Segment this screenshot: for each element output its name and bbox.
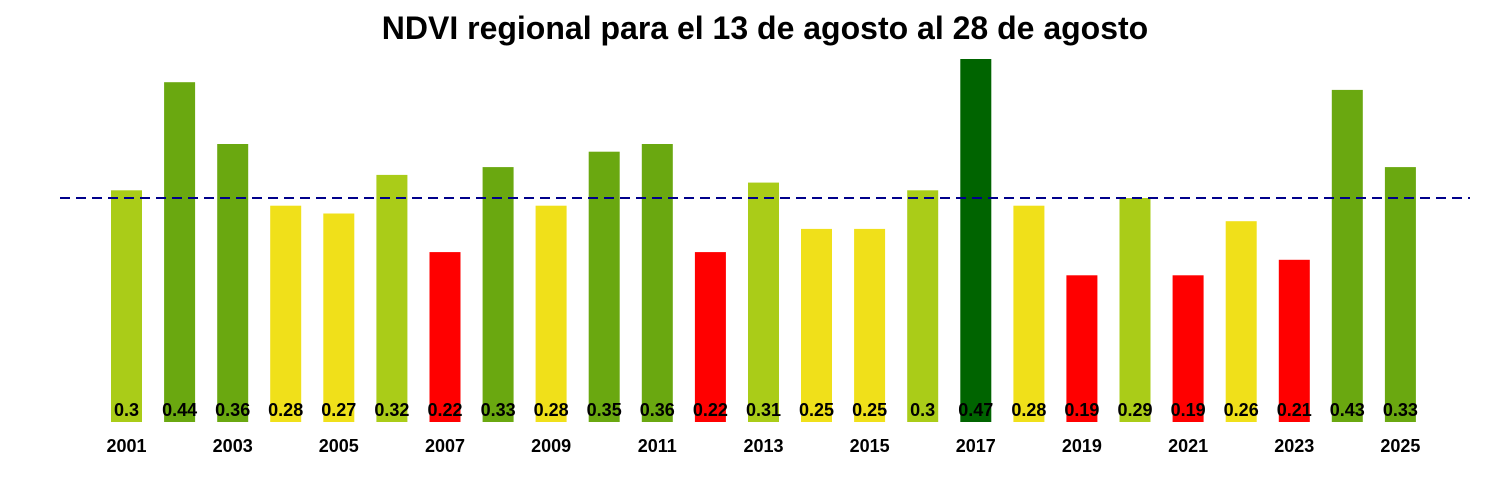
value-label-2013: 0.31 — [746, 400, 781, 420]
x-tick-label-2011: 2011 — [638, 436, 677, 456]
value-label-2024: 0.43 — [1330, 400, 1365, 420]
x-tick-label-2001: 2001 — [106, 436, 146, 456]
bar-2020 — [1119, 198, 1151, 422]
bar-2019 — [1066, 275, 1098, 422]
bar-2017 — [960, 59, 992, 422]
value-label-2012: 0.22 — [693, 400, 728, 420]
bar-2006 — [376, 174, 408, 422]
x-tick-label-2015: 2015 — [850, 436, 890, 456]
bar-2012 — [694, 252, 726, 422]
bar-2002 — [164, 82, 196, 422]
bar-2011 — [641, 144, 673, 422]
x-tick-label-2003: 2003 — [213, 436, 253, 456]
x-tick-label-2013: 2013 — [743, 436, 783, 456]
value-label-2006: 0.32 — [374, 400, 409, 420]
bar-2016 — [907, 190, 939, 422]
value-label-2018: 0.28 — [1011, 400, 1046, 420]
bar-2005 — [323, 213, 355, 422]
value-label-2004: 0.28 — [268, 400, 303, 420]
bar-2024 — [1331, 89, 1363, 423]
value-label-2023: 0.21 — [1277, 400, 1312, 420]
x-tick-label-2019: 2019 — [1062, 436, 1102, 456]
value-label-2011: 0.36 — [640, 400, 675, 420]
value-label-2010: 0.35 — [587, 400, 622, 420]
value-label-2003: 0.36 — [215, 400, 250, 420]
bar-2010 — [588, 151, 620, 422]
value-label-2021: 0.19 — [1171, 400, 1206, 420]
bar-2014 — [801, 228, 832, 422]
x-tick-label-2007: 2007 — [425, 436, 465, 456]
bar-2025 — [1384, 167, 1416, 422]
value-label-2016: 0.3 — [910, 400, 935, 420]
bar-2007 — [429, 252, 461, 422]
x-tick-label-2017: 2017 — [956, 436, 996, 456]
bar-2001 — [111, 190, 142, 422]
bar-2009 — [535, 205, 567, 422]
x-tick-label-2005: 2005 — [319, 436, 359, 456]
value-label-2002: 0.44 — [162, 400, 197, 420]
value-label-2022: 0.26 — [1224, 400, 1259, 420]
bar-2013 — [748, 182, 779, 422]
value-label-2017: 0.47 — [958, 400, 993, 420]
x-tick-label-2009: 2009 — [531, 436, 571, 456]
bar-2004 — [270, 205, 302, 422]
value-label-2015: 0.25 — [852, 400, 887, 420]
bar-2023 — [1278, 259, 1310, 422]
value-label-2005: 0.27 — [321, 400, 356, 420]
value-label-2020: 0.29 — [1117, 400, 1152, 420]
value-label-2007: 0.22 — [427, 400, 462, 420]
x-tick-label-2021: 2021 — [1168, 436, 1208, 456]
value-label-2014: 0.25 — [799, 400, 834, 420]
bar-2008 — [482, 167, 514, 422]
value-label-2008: 0.33 — [481, 400, 516, 420]
bar-2021 — [1172, 275, 1204, 422]
bar-2015 — [854, 228, 886, 422]
value-label-2001: 0.3 — [114, 400, 139, 420]
bar-2003 — [217, 144, 249, 422]
bar-2022 — [1225, 221, 1257, 422]
x-tick-label-2023: 2023 — [1274, 436, 1314, 456]
x-tick-label-2025: 2025 — [1380, 436, 1420, 456]
bar-2018 — [1013, 205, 1045, 422]
value-label-2009: 0.28 — [534, 400, 569, 420]
chart-title: NDVI regional para el 13 de agosto al 28… — [381, 10, 1149, 46]
value-label-2019: 0.19 — [1064, 400, 1099, 420]
value-label-2025: 0.33 — [1383, 400, 1418, 420]
